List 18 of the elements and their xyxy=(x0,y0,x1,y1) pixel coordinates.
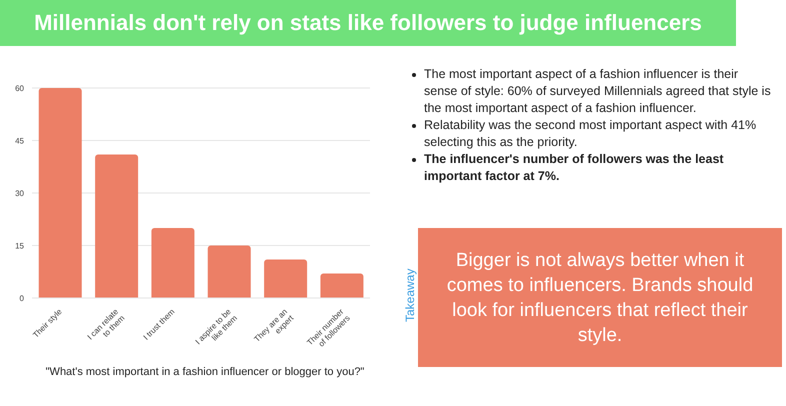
y-tick-label: 45 xyxy=(15,136,25,146)
y-tick-label: 15 xyxy=(15,241,25,250)
y-tick-label: 60 xyxy=(15,84,25,93)
bar xyxy=(95,154,138,298)
text: Relatability was the second most important aspect with 41% selecting this as the priority. xyxy=(423,117,758,151)
bar xyxy=(264,260,308,298)
text: Takeaway xyxy=(403,268,417,322)
y-tick-label: 0 xyxy=(20,294,25,303)
text: The influencer's number of followers was the least important factor at 7%. xyxy=(423,151,725,185)
bar xyxy=(38,88,82,298)
chart-title: Millennials don't rely on stats like followers to judge influencers xyxy=(0,0,736,46)
bar xyxy=(320,274,364,298)
bar xyxy=(151,228,194,298)
y-tick-label: 30 xyxy=(15,188,25,198)
x-axis-title: "What's most important in a fashion influencer or blogger to you?" xyxy=(44,366,366,378)
bar xyxy=(208,246,251,298)
text: The most important aspect of a fashion influencer is their sense of style: 60% of surveyed Millennials agreed that style is the most important aspect of a fashion influencer. xyxy=(423,66,772,117)
text: Bigger is not always better when it comes to influencers. Brands should look for influencers that reflect their style. xyxy=(418,228,782,367)
